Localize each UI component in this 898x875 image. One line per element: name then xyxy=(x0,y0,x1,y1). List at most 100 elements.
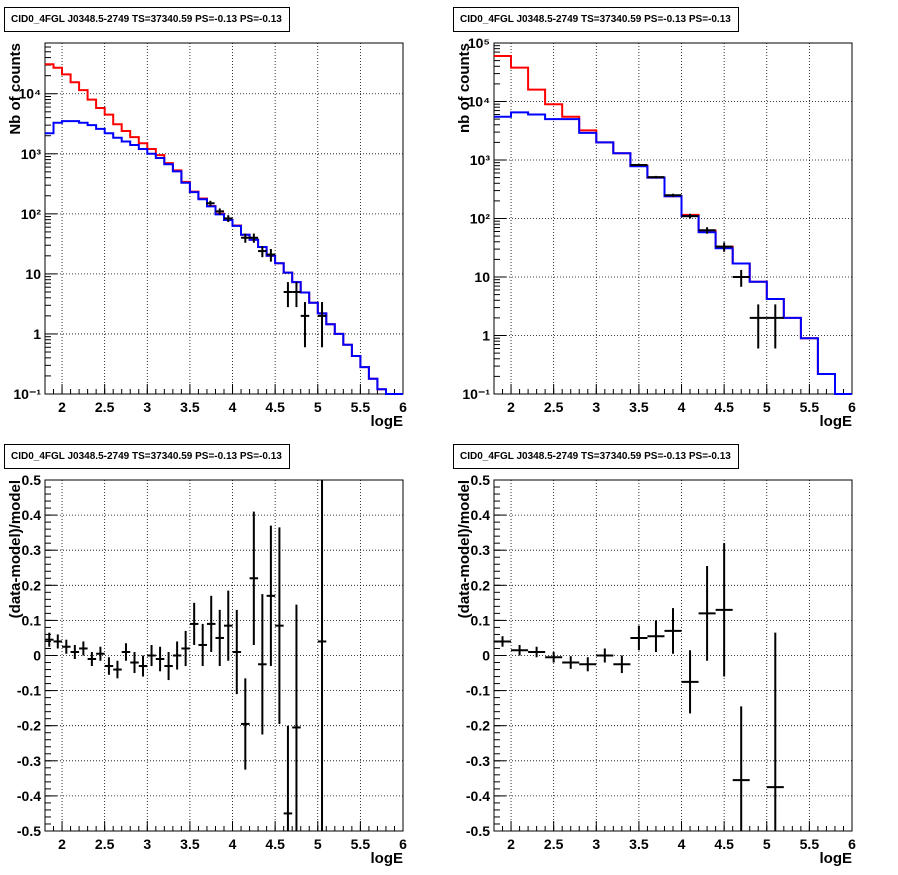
data-point xyxy=(45,632,54,647)
y-tick-label: 0.4 xyxy=(471,507,491,523)
data-point xyxy=(172,641,182,670)
data-point xyxy=(138,655,148,677)
x-tick-label: 4.5 xyxy=(714,399,734,415)
y-tick-label: 10 xyxy=(474,269,490,285)
y-tick-label: -0.3 xyxy=(17,753,41,769)
data-point xyxy=(215,208,224,215)
x-tick-label: 4 xyxy=(678,836,686,852)
data-point xyxy=(189,602,199,645)
plot-frame xyxy=(493,42,853,395)
data-point xyxy=(528,646,546,658)
x-tick-label: 6 xyxy=(399,836,407,852)
data-point xyxy=(87,651,97,667)
data-point xyxy=(562,656,580,669)
x-tick-label: 6 xyxy=(399,399,407,415)
x-tick-label: 5 xyxy=(314,836,322,852)
x-tick-label: 5.5 xyxy=(351,836,371,852)
y-tick-label: 0.5 xyxy=(22,472,42,488)
x-tick-label: 4.5 xyxy=(714,836,734,852)
y-tick-label: 0.1 xyxy=(22,612,42,628)
y-tick-label: -0.2 xyxy=(466,718,490,734)
data-point xyxy=(241,678,250,770)
data-point xyxy=(630,164,648,167)
y-tick-label: 10⁻¹ xyxy=(462,386,490,402)
data-point xyxy=(681,650,699,714)
y-tick-label: 10⁻¹ xyxy=(13,386,41,402)
data-point xyxy=(206,200,215,207)
data-point xyxy=(155,646,165,672)
y-tick-label: -0.1 xyxy=(17,683,41,699)
plot-frame xyxy=(44,479,404,832)
x-tick-label: 2 xyxy=(507,399,515,415)
data-point xyxy=(215,609,224,667)
chart-residual-coarse: 2 2.5 3 3.5 4 4.5 5 5.5 6 -0.5 -0.4 -0.3 -0.2 -0.1 0 0.… xyxy=(456,472,856,867)
y-tick-label: -0.2 xyxy=(17,718,41,734)
data-point xyxy=(732,706,750,831)
chart-residual-fine: 2 2.5 3 3.5 4 4.5 5 5.5 6 -0.5 -0.4 -0.3 -0.2 -0.1 0 0.… xyxy=(7,472,407,867)
data-point xyxy=(258,246,267,258)
data-point xyxy=(317,480,327,831)
y-tick-label: 0 xyxy=(482,648,490,664)
y-tick-label: 0.3 xyxy=(22,542,42,558)
data-point xyxy=(715,543,733,677)
y-tick-label: 10³ xyxy=(470,152,491,168)
data-point xyxy=(300,302,310,348)
data-point xyxy=(579,657,597,672)
y-tick-label: 10² xyxy=(21,206,42,222)
x-tick-label: 2.5 xyxy=(544,399,564,415)
y-tick-label: 0.2 xyxy=(22,577,42,593)
y-tick-label: -0.3 xyxy=(466,753,490,769)
x-tick-label: 6 xyxy=(848,399,856,415)
data-point xyxy=(96,646,105,661)
x-tick-label: 3 xyxy=(143,836,151,852)
data-point xyxy=(224,590,233,661)
x-axis-label: logE xyxy=(371,850,404,867)
data-point xyxy=(198,623,207,667)
series-line xyxy=(494,111,852,395)
data-point xyxy=(715,242,733,252)
y-tick-label: 0.2 xyxy=(471,577,491,593)
x-tick-label: 3.5 xyxy=(180,836,200,852)
y-tick-label: 10³ xyxy=(21,146,42,162)
chart-title: CID0_4FGL J0348.5-2749 TS=37340.59 PS=-0… xyxy=(4,7,290,32)
data-point xyxy=(130,651,139,674)
data-point xyxy=(766,632,784,831)
pad-counts-fine: 2 2.5 3 3.5 4 4.5 5 5.5 6 10⁻¹ 1 10 10² 10³ 10⁴ logE Nb … xyxy=(0,0,449,437)
data-point xyxy=(249,511,259,645)
x-tick-label: 4.5 xyxy=(265,399,285,415)
y-axis-label: Nb of counts xyxy=(7,43,24,135)
x-tick-label: 5.5 xyxy=(800,836,820,852)
pad-counts-coarse: 2 2.5 3 3.5 4 4.5 5 5.5 6 10⁻¹ 1 10 10² 10³ 10⁴ 10⁵ logE… xyxy=(449,0,898,437)
y-tick-label: 0 xyxy=(33,648,41,664)
x-tick-label: 4.5 xyxy=(265,836,285,852)
data-point xyxy=(53,634,63,649)
y-tick-label: 0.5 xyxy=(471,472,491,488)
data-point xyxy=(275,527,284,724)
data-point xyxy=(224,215,233,223)
chart-counts-coarse: 2 2.5 3 3.5 4 4.5 5 5.5 6 10⁻¹ 1 10 10² 10³ 10⁴ 10⁵ logE… xyxy=(456,35,856,430)
data-point xyxy=(494,636,512,647)
data-point xyxy=(249,233,259,243)
x-tick-label: 5 xyxy=(763,836,771,852)
x-tick-label: 3.5 xyxy=(180,399,200,415)
y-tick-label: 1 xyxy=(33,326,41,342)
data-point xyxy=(749,304,767,349)
data-point xyxy=(545,651,563,663)
plot-frame xyxy=(493,479,853,832)
y-tick-label: -0.5 xyxy=(466,823,490,839)
data-point xyxy=(698,565,716,661)
chart-title: CID0_4FGL J0348.5-2749 TS=37340.59 PS=-0… xyxy=(453,444,739,469)
y-tick-label: 10² xyxy=(470,211,491,227)
y-tick-label: 0.4 xyxy=(22,507,42,523)
data-point xyxy=(664,193,682,197)
x-tick-label: 3.5 xyxy=(629,836,649,852)
data-point xyxy=(283,282,293,308)
x-tick-label: 3 xyxy=(592,836,600,852)
data-point xyxy=(664,608,682,654)
data-point xyxy=(181,630,190,667)
data-point xyxy=(596,648,614,663)
x-tick-label: 2 xyxy=(507,836,515,852)
data-point xyxy=(62,639,71,654)
data-point xyxy=(732,269,750,287)
x-tick-label: 2.5 xyxy=(95,836,115,852)
